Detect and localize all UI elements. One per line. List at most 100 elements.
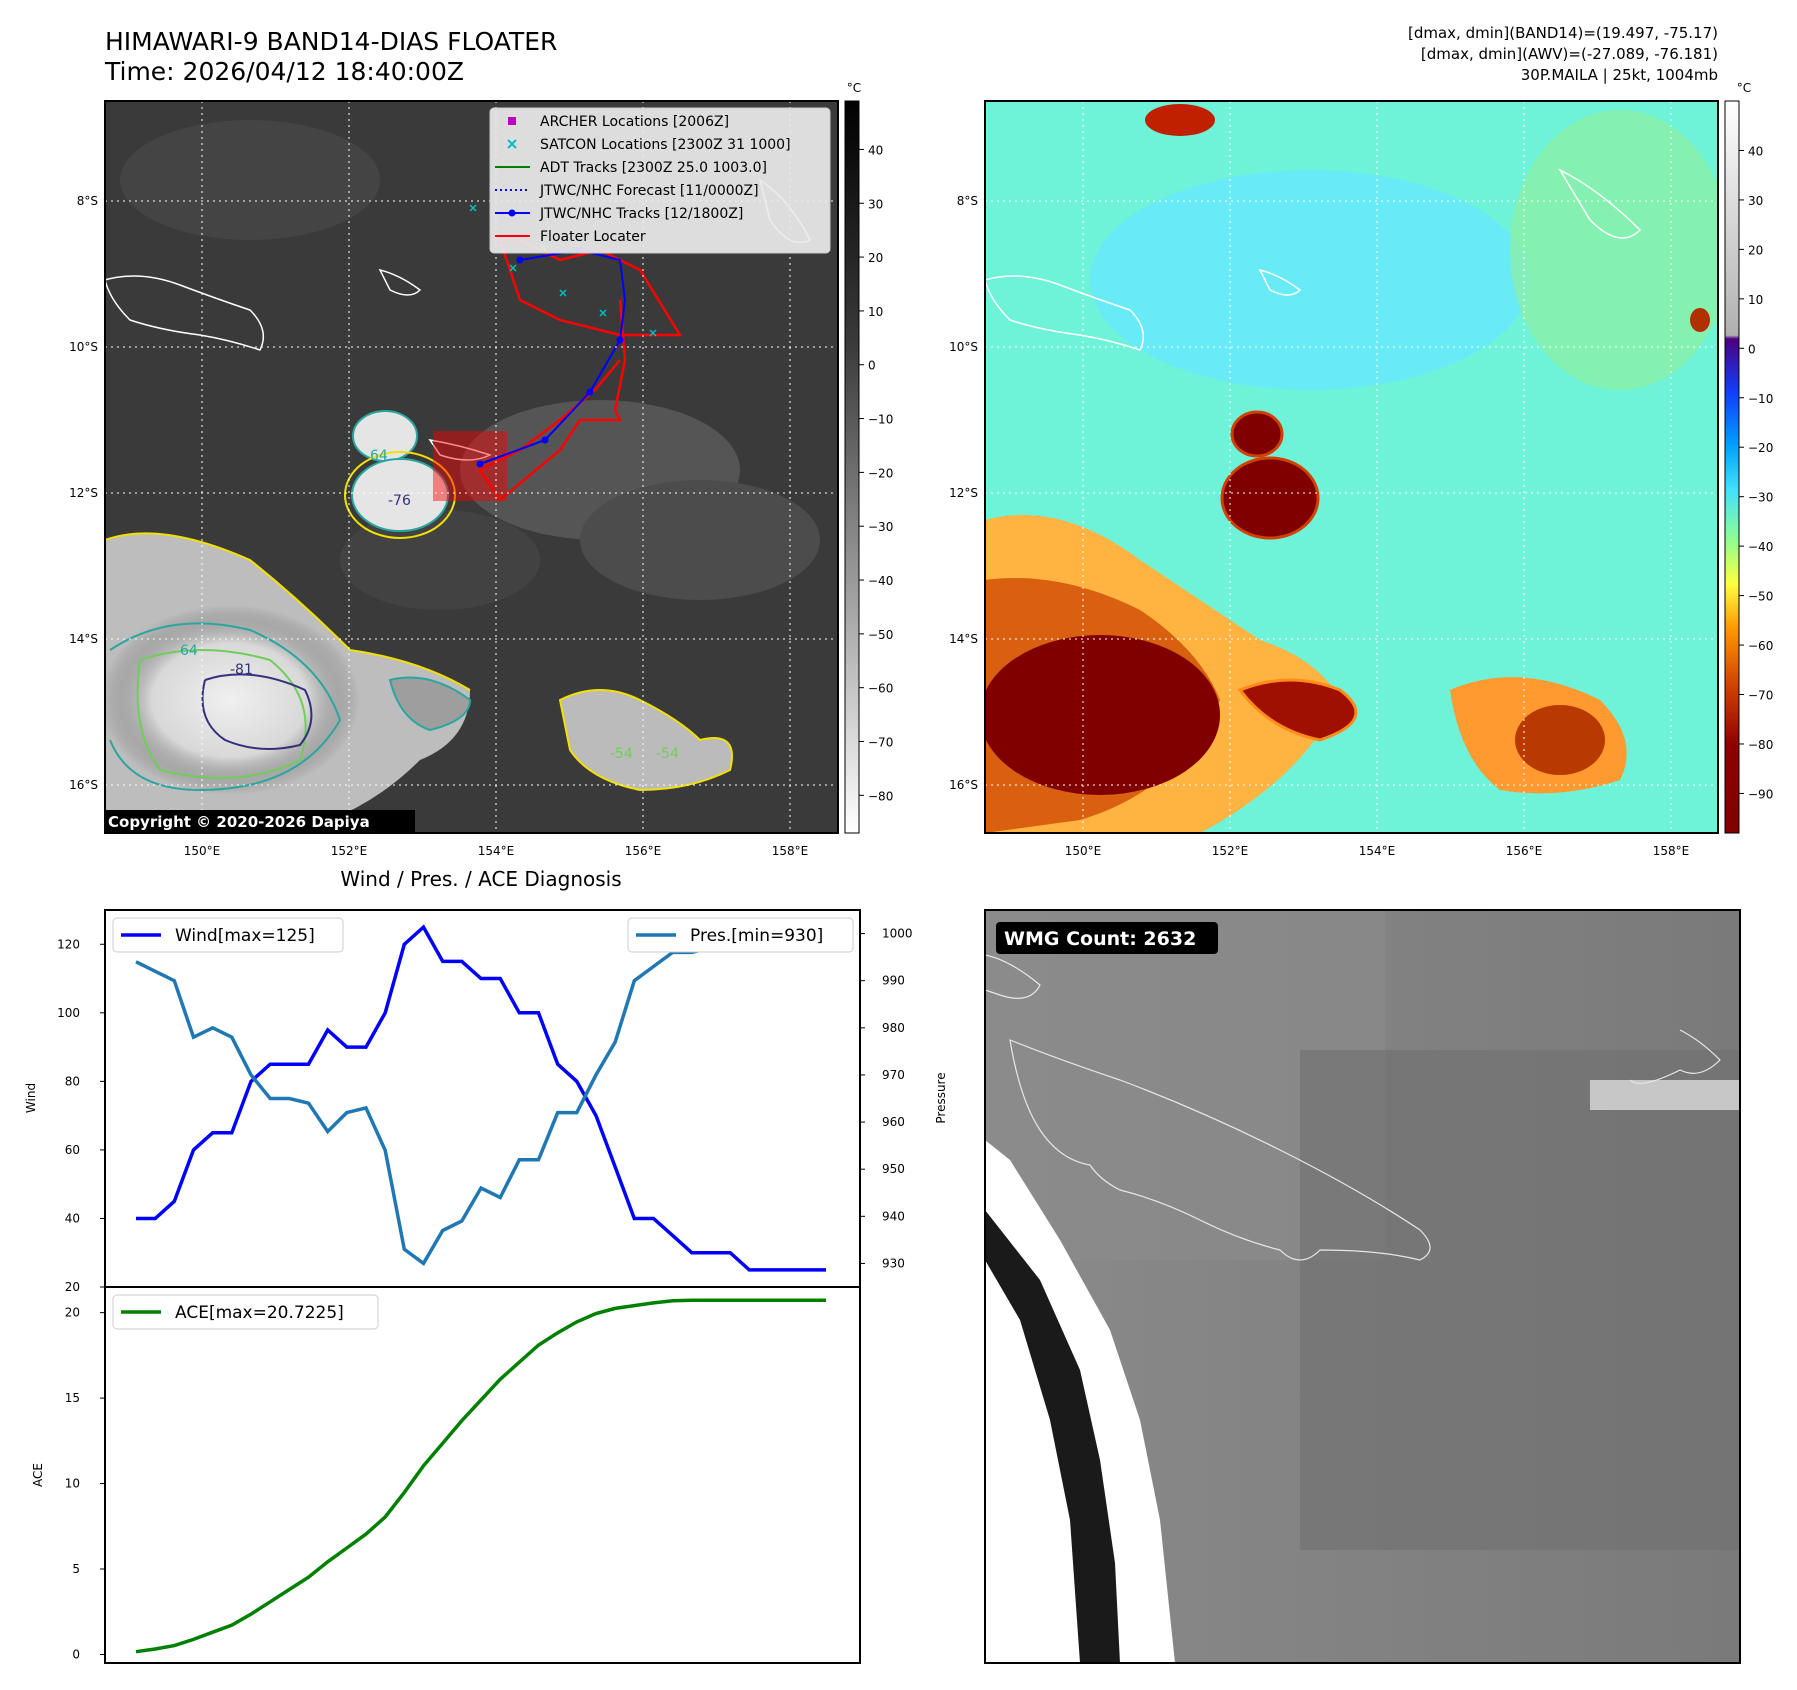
ace-tick-label: 0 xyxy=(72,1647,80,1661)
coastline xyxy=(985,275,1145,351)
colorbar-tick-label: 20 xyxy=(868,251,883,265)
colorbar-tick-label: −60 xyxy=(1748,639,1773,653)
legend-box xyxy=(627,917,854,953)
ir-map-lon-labels: 150°E 152°E 154°E 156°E 158°E xyxy=(184,844,809,858)
colorbar-tick-label: −80 xyxy=(868,789,893,803)
contour-label: -81 xyxy=(230,662,253,678)
colorbar-tick-label: −40 xyxy=(868,574,893,588)
ace-axis-ticks: 0 5 10 15 20 xyxy=(65,1306,105,1661)
colorbar-tick-label: −20 xyxy=(868,466,893,480)
legend-box xyxy=(112,1294,379,1330)
coastline xyxy=(1558,168,1642,239)
floater-locator-box xyxy=(433,431,507,501)
legend-archer: ARCHER Locations [2006Z] xyxy=(540,114,729,130)
lon-label: 158°E xyxy=(1653,844,1690,858)
contour-label: 64 xyxy=(180,643,198,659)
wind-tick-label: 60 xyxy=(65,1143,80,1157)
colorbar-tick-label: −60 xyxy=(868,682,893,696)
color-map-panel: 8°S 10°S 12°S 14°S 16°S 150°E 152°E 154°… xyxy=(949,81,1773,858)
wmg-bright-strip xyxy=(1590,1080,1740,1110)
contour-line xyxy=(344,451,456,539)
colorbar-tick-label: −70 xyxy=(868,736,893,750)
wind-tick-label: 80 xyxy=(65,1074,80,1088)
lon-label: 154°E xyxy=(1359,844,1396,858)
wmg-patch xyxy=(1300,1050,1740,1550)
cool-patch xyxy=(1090,170,1530,390)
colorbar-tick-label: 40 xyxy=(868,143,883,157)
gray-colorbar-unit: °C xyxy=(847,81,861,95)
legend-box xyxy=(112,917,344,953)
diag-title: Wind / Pres. / ACE Diagnosis xyxy=(340,867,621,891)
pressure-tick-label: 930 xyxy=(882,1256,905,1270)
cold-top-cell xyxy=(1237,678,1358,742)
colorbar-tick-label: 10 xyxy=(1748,293,1763,307)
pressure-legend: Pres.[min=930] xyxy=(627,917,854,953)
figure-title: HIMAWARI-9 BAND14-DIAS FLOATER xyxy=(105,27,557,56)
wind-series-line xyxy=(136,924,826,1272)
cold-top-core xyxy=(985,635,1220,795)
colorbar-tick-label: 30 xyxy=(1748,194,1763,208)
stat-band14: [dmax, dmin](BAND14)=(19.497, -75.17) xyxy=(1408,24,1718,42)
contour-line xyxy=(201,673,313,750)
lat-label: 8°S xyxy=(77,194,98,208)
color-map-lat-labels: 8°S 10°S 12°S 14°S 16°S xyxy=(949,194,978,792)
cold-top-cell xyxy=(1515,705,1605,775)
ir-map-panel: 64 -76 64 -81 -54 -54 64 Copyright © 202… xyxy=(69,81,893,858)
lon-label: 156°E xyxy=(1506,844,1543,858)
pressure-tick-label: 980 xyxy=(882,1021,905,1035)
lat-label: 14°S xyxy=(949,632,978,646)
pressure-axis-label: Pressure xyxy=(934,1072,948,1123)
wmg-count: WMG Count: 2632 xyxy=(1004,928,1196,950)
lat-label: 10°S xyxy=(949,340,978,354)
wind-axis-ticks: 20 40 60 80 100 120 xyxy=(57,937,105,1294)
contour-label: 64 xyxy=(370,448,388,464)
satcon-marker-icon xyxy=(507,139,517,149)
ace-tick-label: 10 xyxy=(65,1477,80,1491)
map-grid xyxy=(105,101,838,833)
colorbar-tick-label: −50 xyxy=(868,628,893,642)
lon-label: 156°E xyxy=(625,844,662,858)
lat-label: 8°S xyxy=(957,194,978,208)
lon-label: 152°E xyxy=(1212,844,1249,858)
coastline xyxy=(1258,268,1302,296)
cold-top-cell xyxy=(1690,308,1710,332)
coastline xyxy=(1629,1029,1721,1084)
colorbar-tick-label: −70 xyxy=(1748,689,1773,703)
wind-tick-label: 40 xyxy=(65,1211,80,1225)
ir-map-lat-labels: 8°S 10°S 12°S 14°S 16°S xyxy=(69,194,98,792)
wind-legend-label: Wind[max=125] xyxy=(175,926,315,946)
convective-core xyxy=(105,605,360,795)
pressure-tick-label: 990 xyxy=(882,974,905,988)
lon-label: 150°E xyxy=(184,844,221,858)
colorbar-tick-label: 0 xyxy=(868,359,876,373)
track-dot-icon xyxy=(508,209,516,217)
coastline xyxy=(1009,1039,1431,1261)
ir-map-frame xyxy=(104,100,839,834)
coastline xyxy=(105,275,265,351)
lat-label: 10°S xyxy=(69,340,98,354)
legend-box xyxy=(489,107,831,254)
cold-top-cell xyxy=(1230,410,1284,458)
color-colorbar xyxy=(1724,100,1740,834)
figure-time: Time: 2026/04/12 18:40:00Z xyxy=(104,57,464,86)
colorbar-tick-label: −50 xyxy=(1748,590,1773,604)
convective-cell xyxy=(388,676,472,732)
stat-storm: 30P.MAILA | 25kt, 1004mb xyxy=(1521,66,1718,84)
stat-awv: [dmax, dmin](AWV)=(-27.089, -76.181) xyxy=(1421,45,1718,63)
lon-label: 158°E xyxy=(772,844,809,858)
lat-label: 12°S xyxy=(69,486,98,500)
contour-line xyxy=(109,622,342,792)
wmg-white-corner xyxy=(985,1260,1080,1663)
lat-label: 16°S xyxy=(949,778,978,792)
ace-axis-label: ACE xyxy=(31,1463,45,1487)
ace-tick-label: 15 xyxy=(65,1391,80,1405)
colorbar-tick-label: −10 xyxy=(868,413,893,427)
colorbar-tick-label: 30 xyxy=(868,197,883,211)
colorbar-tick-label: 0 xyxy=(1748,342,1756,356)
pressure-tick-label: 1000 xyxy=(882,927,913,941)
cloud-patch xyxy=(580,480,820,600)
lon-label: 154°E xyxy=(478,844,515,858)
wind-tick-label: 120 xyxy=(57,937,80,951)
colorbar-tick-label: −40 xyxy=(1748,540,1773,554)
legend-floater: Floater Locater xyxy=(540,229,646,245)
